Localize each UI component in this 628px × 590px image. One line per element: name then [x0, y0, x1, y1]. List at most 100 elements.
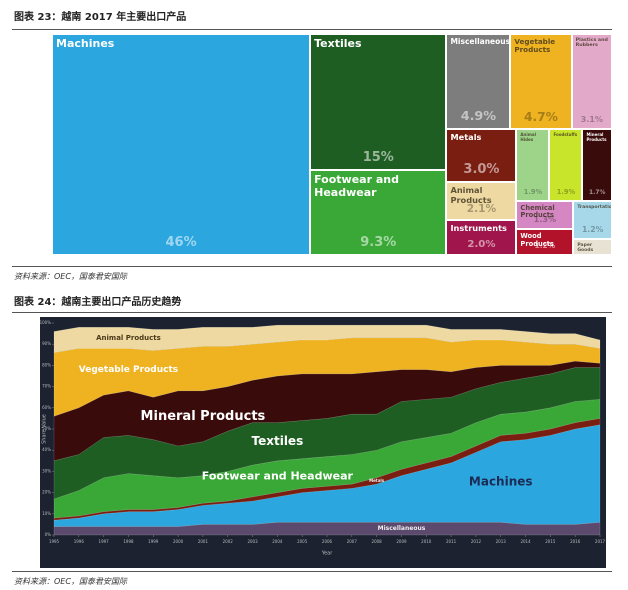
cell-value-label: 1.2%	[581, 224, 604, 234]
treemap-cell: Machines 46%	[52, 34, 311, 255]
treemap-cell: Miscellaneous 4.9%	[446, 34, 511, 130]
cell-label: Foodstuffs	[553, 132, 578, 138]
series-label: Vegetable Products	[79, 365, 178, 375]
cell-value-label: 1.9%	[556, 187, 576, 196]
cell-label: Plastics and Rubbers	[575, 38, 608, 49]
x-tick-label: 2017	[595, 539, 606, 544]
x-tick-label: 2004	[272, 539, 283, 544]
x-tick-label: 2006	[322, 539, 333, 544]
cell-label: Metals	[450, 132, 482, 143]
cell-value-label: 2.0%	[467, 238, 496, 250]
x-tick-label: 2005	[297, 539, 308, 544]
series-label: Textiles	[252, 434, 304, 448]
treemap-cell: Animal Hides 1.9%	[516, 129, 550, 201]
cell-label: Paper Goods	[577, 242, 594, 254]
cell-value-label: 2.1%	[466, 201, 497, 215]
y-tick-label: 90%	[42, 341, 51, 346]
cell-label: Transportation	[577, 204, 612, 210]
x-tick-label: 2007	[347, 539, 358, 544]
cell-value-label: 46%	[165, 235, 197, 250]
cell-label: Chemical Products	[520, 203, 555, 220]
y-tick-label: 100%	[40, 320, 51, 325]
cell-value-label: 15%	[362, 150, 394, 166]
treemap-cell: Footwear and Headwear 9.3%	[310, 170, 447, 255]
cell-label: Wood Products	[520, 231, 554, 248]
y-tick-label: 40%	[42, 447, 51, 452]
area	[53, 324, 601, 353]
treemap-cell: Chemical Products 1.3%	[516, 200, 574, 229]
x-tick-label: 2012	[471, 539, 482, 544]
treemap: Machines 46% Textiles 15% Footwear and Headw…	[52, 34, 612, 255]
series-label: Metals	[369, 478, 385, 483]
figure-caption: 图表 23：越南 2017 年主要出口产品	[14, 12, 187, 23]
y-tick-label: 80%	[42, 362, 51, 367]
x-tick-label: 1999	[148, 539, 159, 544]
cell-value-label: 1.3%	[533, 213, 557, 224]
cell-label: Textiles	[314, 37, 362, 50]
x-tick-label: 2000	[173, 539, 184, 544]
cell-label: Animal Products	[450, 185, 492, 205]
treemap-cell: Vegetable Products 4.7%	[510, 34, 572, 130]
cell-label: Instruments	[450, 222, 507, 233]
x-tick-label: 2011	[446, 539, 457, 544]
rule	[12, 266, 612, 267]
treemap-cell: Paper Goods	[573, 238, 612, 255]
cell-value-label: 3.1%	[580, 114, 603, 125]
treemap-cell: Wood Products 1.2%	[516, 228, 574, 255]
cell-value-label: 4.7%	[523, 110, 558, 125]
x-tick-label: 1996	[74, 539, 85, 544]
figure-source: 资料来源：OEC，国泰君安国际	[14, 272, 127, 281]
x-tick-label: 2008	[372, 539, 383, 544]
treemap-cell: Textiles 15%	[310, 34, 447, 171]
treemap-cell: Foodstuffs 1.9%	[549, 129, 583, 201]
y-tick-label: 60%	[42, 405, 51, 410]
rule	[12, 571, 612, 572]
cell-value-label: 4.9%	[460, 109, 497, 125]
treemap-cell: Mineral Products 1.7%	[582, 129, 612, 201]
figure-source: 资料来源：OEC，国泰君安国际	[14, 577, 127, 586]
x-tick-label: 1998	[123, 539, 134, 544]
cell-value-label: 3.0%	[463, 162, 500, 178]
x-tick-label: 2002	[223, 539, 234, 544]
x-tick-label: 1997	[99, 539, 110, 544]
cell-label: Mineral Products	[586, 132, 607, 142]
cell-label: Footwear and Headwear	[314, 173, 399, 200]
series-label: Mineral Products	[141, 409, 266, 424]
x-tick-label: 2010	[421, 539, 432, 544]
cell-value-label: 9.3%	[360, 234, 397, 250]
y-tick-label: 70%	[42, 384, 51, 389]
series-label: Machines	[469, 475, 533, 489]
x-axis-title: Year	[321, 551, 334, 557]
rule	[12, 312, 612, 313]
cell-label: Miscellaneous	[450, 37, 511, 46]
cell-value-label: 1.9%	[523, 187, 543, 196]
treemap-cell: Transportation 1.2%	[573, 200, 612, 239]
cell-label: Vegetable Products	[514, 37, 556, 55]
x-tick-label: 2003	[247, 539, 258, 544]
cell-label: Machines	[56, 37, 115, 50]
x-tick-label: 2015	[545, 539, 556, 544]
series-label: Animal Products	[96, 334, 161, 342]
x-tick-label: 2013	[496, 539, 507, 544]
rule	[12, 29, 612, 30]
series-label: Footwear and Headwear	[202, 470, 354, 483]
y-tick-label: 50%	[42, 426, 51, 431]
y-tick-label: 20%	[42, 490, 51, 495]
y-tick-label: 0%	[45, 532, 52, 537]
x-tick-label: 2009	[396, 539, 407, 544]
x-tick-label: 2016	[570, 539, 581, 544]
cell-value-label: 1.2%	[534, 240, 556, 250]
treemap-cell: Animal Products 2.1%	[446, 182, 517, 220]
y-axis-title: Share Value	[42, 414, 48, 444]
figure-caption: 图表 24：越南主要出口产品历史趋势	[14, 297, 182, 308]
x-tick-label: 1995	[49, 539, 60, 544]
x-tick-label: 2014	[520, 539, 531, 544]
treemap-cell: Instruments 2.0%	[446, 219, 517, 255]
cell-value-label: 1.7%	[589, 189, 606, 196]
series-label: Miscellaneous	[378, 525, 426, 532]
y-tick-label: 30%	[42, 468, 51, 473]
treemap-cell: Plastics and Rubbers 3.1%	[571, 34, 612, 130]
x-tick-label: 2001	[198, 539, 209, 544]
cell-label: Animal Hides	[520, 132, 536, 142]
area-chart: Miscellaneous Machines Metals Footwear and …	[40, 317, 606, 568]
